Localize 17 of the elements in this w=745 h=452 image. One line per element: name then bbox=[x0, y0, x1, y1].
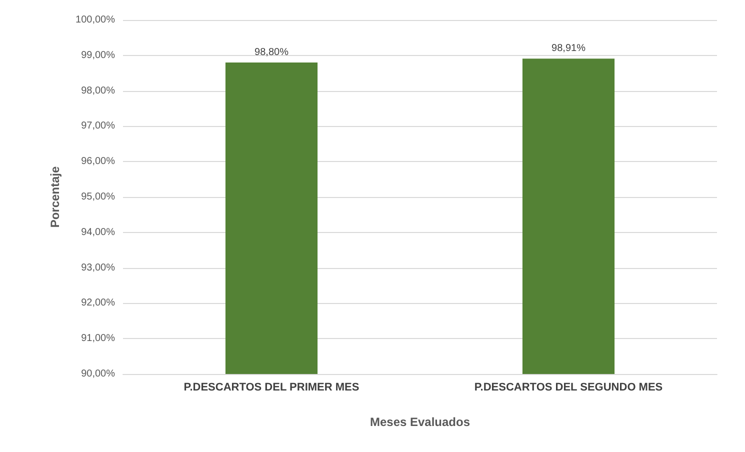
y-tick-label: 100,00% bbox=[76, 14, 116, 26]
x-axis-title: Meses Evaluados bbox=[370, 415, 470, 429]
y-tick-label: 91,00% bbox=[81, 333, 116, 344]
y-tick-label: 97,00% bbox=[81, 120, 116, 132]
y-tick-label: 96,00% bbox=[81, 156, 116, 168]
y-tick-label: 92,00% bbox=[81, 298, 116, 309]
data-label: 98,91% bbox=[552, 43, 586, 54]
x-tick-label: P.DESCARTOS DEL SEGUNDO MES bbox=[474, 382, 663, 394]
x-tick-label: P.DESCARTOS DEL PRIMER MES bbox=[184, 382, 360, 394]
y-tick-label: 95,00% bbox=[81, 192, 116, 202]
y-tick-label: 99,00% bbox=[81, 50, 116, 61]
data-label: 98,80% bbox=[254, 46, 289, 58]
y-axis-title: Porcentaje bbox=[48, 166, 62, 228]
y-tick-label: 98,00% bbox=[81, 85, 116, 96]
y-tick-label: 90,00% bbox=[81, 368, 116, 380]
y-tick-label: 94,00% bbox=[81, 226, 116, 238]
y-tick-label: 93,00% bbox=[81, 262, 116, 274]
